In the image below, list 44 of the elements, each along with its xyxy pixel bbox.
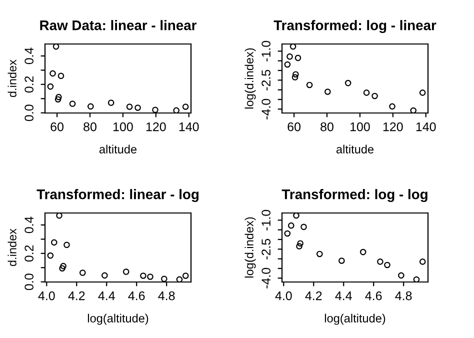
chart-title: Transformed: log - log <box>282 189 428 202</box>
chart-title: Transformed: linear - log <box>36 189 198 202</box>
x-tick-label: 4.6 <box>128 291 145 300</box>
x-axis-title: altitude <box>336 144 374 154</box>
y-tick-label: 0.2 <box>24 245 34 262</box>
x-axis-title: altitude <box>99 144 137 154</box>
x-tick-label: 4.0 <box>38 291 55 300</box>
y-tick-label: 0.4 <box>24 48 34 64</box>
x-tick-label: 80 <box>84 122 96 132</box>
x-tick-label: 80 <box>320 122 334 132</box>
x-axis-title: log(altitude) <box>88 314 148 325</box>
x-tick-label: 120 <box>146 122 166 132</box>
x-tick-label: 4.4 <box>98 291 115 300</box>
x-tick-label: 100 <box>350 122 370 132</box>
chart-title: Transformed: log - linear <box>274 20 436 34</box>
x-tick-label: 4.6 <box>365 291 382 300</box>
y-tick-label: 0.2 <box>24 76 34 93</box>
x-tick-label: 4.8 <box>158 291 175 300</box>
x-tick-label: 120 <box>383 122 403 132</box>
x-tick-label: 4.4 <box>335 291 352 300</box>
y-tick-label: -4.0 <box>262 98 270 120</box>
x-tick-label: 4.2 <box>305 291 322 300</box>
x-tick-label: 4.8 <box>395 291 412 300</box>
x-tick-label: 140 <box>416 122 436 132</box>
y-axis-title: log(d.index) <box>244 48 256 109</box>
y-axis-title: log(d.index) <box>244 217 256 278</box>
y-axis-title: d.index <box>8 60 16 98</box>
x-tick-label: 60 <box>50 122 64 132</box>
y-tick-label: -1.0 <box>262 210 270 230</box>
x-tick-label: 100 <box>113 122 133 132</box>
y-tick-label: 0.4 <box>24 216 34 234</box>
y-axis-title: d.index <box>8 228 16 266</box>
x-axis-title: log(altitude) <box>324 314 386 325</box>
x-tick-label: 140 <box>179 122 199 132</box>
chart-title: Raw Data: linear - linear <box>40 20 197 30</box>
y-tick-label: 0.0 <box>24 104 34 122</box>
y-tick-label: -1.0 <box>262 40 270 62</box>
x-tick-label: 4.0 <box>275 291 292 300</box>
y-tick-label: -4.0 <box>262 268 270 288</box>
y-tick-label: 0.0 <box>24 274 34 290</box>
y-tick-label: -2.5 <box>262 238 270 260</box>
y-tick-label: -2.5 <box>262 70 270 90</box>
x-tick-label: 4.2 <box>68 291 85 300</box>
x-tick-label: 60 <box>288 122 300 132</box>
